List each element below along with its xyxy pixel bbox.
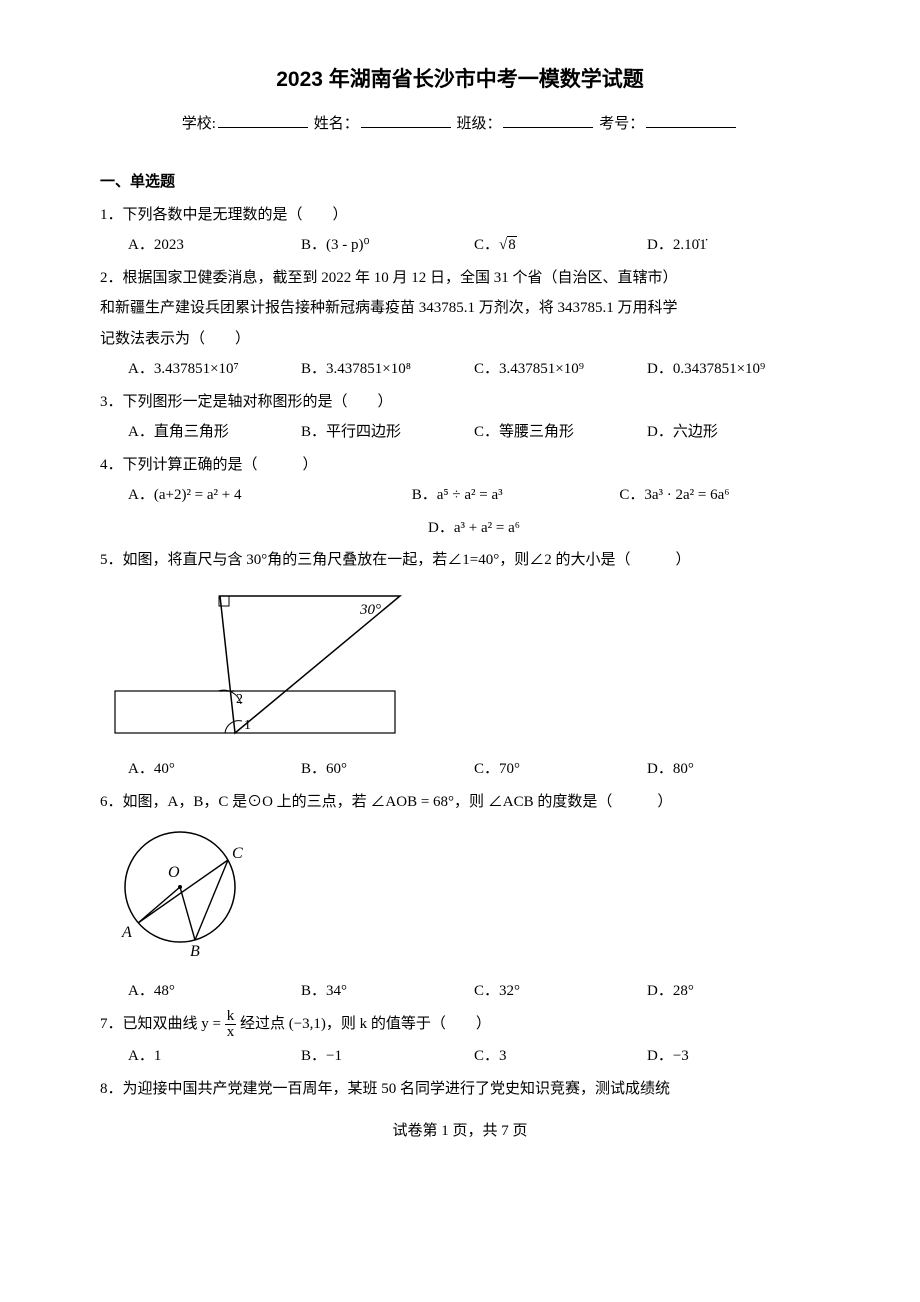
label-a: A [121,924,132,941]
question-3: 3．下列图形一定是轴对称图形的是（ ） A．直角三角形 B．平行四边形 C．等腰… [100,388,820,447]
question-8: 8．为迎接中国共产党建党一百周年，某班 50 名同学进行了党史知识竞赛，测试成绩… [100,1075,820,1104]
q5-opt-b[interactable]: B．60° [301,755,474,784]
school-label: 学校: [182,116,216,132]
q7-frac-den: x [225,1025,237,1040]
class-label: 班级： [456,116,501,132]
line-ob [180,887,195,940]
question-7: 7．已知双曲线 y = k x 经过点 (−3,1)，则 k 的值等于（ ） A… [100,1009,820,1071]
class-blank[interactable] [503,112,593,128]
q5-figure: 30° 1 2 [110,581,820,752]
q4-opt-a[interactable]: A．(a+2)² = a² + 4 [128,481,412,510]
q1-options: A．2023 B．(3 - p)⁰ C．√8 D．2.10̇1̇ [100,231,820,260]
q5-opt-d[interactable]: D．80° [647,755,820,784]
page-footer: 试卷第 1 页，共 7 页 [100,1117,820,1146]
student-meta: 学校: 姓名： 班级： 考号： [100,110,820,139]
q2-stem-3: 记数法表示为（ ） [100,325,820,354]
q2-opt-b[interactable]: B．3.437851×10⁸ [301,355,474,384]
q5-opt-c[interactable]: C．70° [474,755,647,784]
q7-options: A．1 B．−1 C．3 D．−3 [100,1042,820,1071]
q3-opt-c[interactable]: C．等腰三角形 [474,418,647,447]
q2-stem-2: 和新疆生产建设兵团累计报告接种新冠病毒疫苗 343785.1 万剂次，将 343… [100,294,820,323]
q5-stem: 5．如图，将直尺与含 30°角的三角尺叠放在一起，若∠1=40°，则∠2 的大小… [100,546,820,575]
examno-label: 考号： [599,116,644,132]
name-blank[interactable] [361,112,451,128]
q7-opt-d[interactable]: D．−3 [647,1042,820,1071]
q3-opt-a[interactable]: A．直角三角形 [128,418,301,447]
q1-opt-b[interactable]: B．(3 - p)⁰ [301,231,474,260]
examno-blank[interactable] [646,112,736,128]
exam-title: 2023 年湖南省长沙市中考一模数学试题 [100,60,820,100]
q4-opt-b[interactable]: B．a⁵ ÷ a² = a³ [412,481,620,510]
label-b: B [190,943,200,960]
q7-frac-num: k [225,1009,237,1025]
question-4: 4．下列计算正确的是（ ） A．(a+2)² = a² + 4 B．a⁵ ÷ a… [100,451,820,543]
q6-opt-b[interactable]: B．34° [301,977,474,1006]
angle-30-label: 30° [359,602,381,618]
q1-opt-d[interactable]: D．2.10̇1̇ [647,231,820,260]
q1-stem: 1．下列各数中是无理数的是（ ） [100,201,820,230]
q4-options: A．(a+2)² = a² + 4 B．a⁵ ÷ a² = a³ C．3a³ ·… [100,481,820,542]
question-2: 2．根据国家卫健委消息，截至到 2022 年 10 月 12 日，全国 31 个… [100,264,820,384]
q5-options: A．40° B．60° C．70° D．80° [100,755,820,784]
q3-opt-b[interactable]: B．平行四边形 [301,418,474,447]
angle2-label: 2 [236,692,243,707]
school-blank[interactable] [218,112,308,128]
q7-opt-b[interactable]: B．−1 [301,1042,474,1071]
q2-stem-1: 2．根据国家卫健委消息，截至到 2022 年 10 月 12 日，全国 31 个… [100,264,820,293]
q3-stem: 3．下列图形一定是轴对称图形的是（ ） [100,388,820,417]
q7-stem: 7．已知双曲线 y = k x 经过点 (−3,1)，则 k 的值等于（ ） [100,1009,820,1040]
question-5: 5．如图，将直尺与含 30°角的三角尺叠放在一起，若∠1=40°，则∠2 的大小… [100,546,820,784]
q7-opt-c[interactable]: C．3 [474,1042,647,1071]
q6-figure: O A B C [110,822,820,973]
q5-opt-a[interactable]: A．40° [128,755,301,784]
q6-opt-d[interactable]: D．28° [647,977,820,1006]
q1-opt-c[interactable]: C．√8 [474,231,647,260]
ruler-rect [115,691,395,733]
q4-opt-d[interactable]: D．a³ + a² = a⁶ [428,520,520,536]
name-label: 姓名： [314,116,359,132]
q1-c-val: 8 [507,236,517,253]
q4-opt-c[interactable]: C．3a³ · 2a² = 6a⁶ [619,481,820,510]
q3-opt-d[interactable]: D．六边形 [647,418,820,447]
q7-opt-a[interactable]: A．1 [128,1042,301,1071]
label-o: O [168,864,180,881]
q2-opt-d[interactable]: D．0.3437851×10⁹ [647,355,820,384]
q2-options: A．3.437851×10⁷ B．3.437851×10⁸ C．3.437851… [100,355,820,384]
q4-stem: 4．下列计算正确的是（ ） [100,451,820,480]
q8-stem: 8．为迎接中国共产党建党一百周年，某班 50 名同学进行了党史知识竞赛，测试成绩… [100,1075,820,1104]
label-c: C [232,845,243,862]
q1-c-prefix: C．√ [474,237,507,253]
question-1: 1．下列各数中是无理数的是（ ） A．2023 B．(3 - p)⁰ C．√8 … [100,201,820,260]
section-1-heading: 一、单选题 [100,168,820,197]
q6-options: A．48° B．34° C．32° D．28° [100,977,820,1006]
q6-opt-c[interactable]: C．32° [474,977,647,1006]
q7-stem-a: 7．已知双曲线 y = [100,1016,225,1032]
angle1-label: 1 [244,718,251,733]
q1-opt-a[interactable]: A．2023 [128,231,301,260]
q2-opt-a[interactable]: A．3.437851×10⁷ [128,355,301,384]
q6-stem: 6．如图，A，B，C 是⊙O 上的三点，若 ∠AOB = 68°，则 ∠ACB … [100,788,820,817]
q2-opt-c[interactable]: C．3.437851×10⁹ [474,355,647,384]
q7-stem-b: 经过点 (−3,1)，则 k 的值等于（ ） [236,1016,491,1032]
line-oa [138,887,180,923]
q3-options: A．直角三角形 B．平行四边形 C．等腰三角形 D．六边形 [100,418,820,447]
question-6: 6．如图，A，B，C 是⊙O 上的三点，若 ∠AOB = 68°，则 ∠ACB … [100,788,820,1006]
q6-opt-a[interactable]: A．48° [128,977,301,1006]
